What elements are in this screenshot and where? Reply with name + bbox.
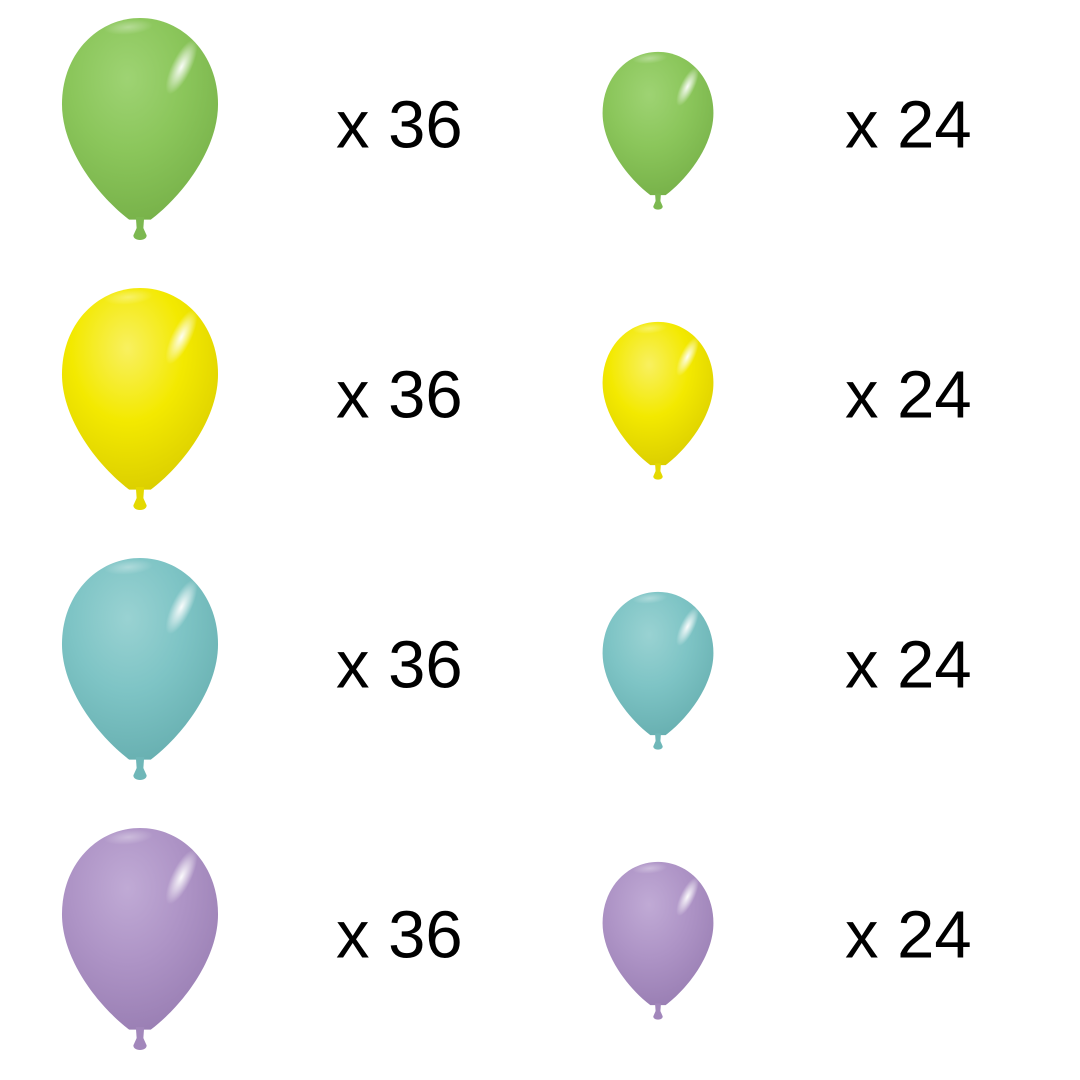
large-count-label: x 36	[336, 897, 463, 973]
yellow-balloon-small	[599, 320, 717, 491]
large-count-label: x 36	[336, 627, 463, 703]
lilac-balloon-large	[57, 825, 223, 1066]
yellow-balloon-large	[57, 285, 223, 526]
aqua-balloon-small	[599, 590, 717, 761]
large-count-label: x 36	[336, 357, 463, 433]
green-balloon-small	[599, 50, 717, 221]
balloon-row-green: x 36 x 24	[0, 0, 1080, 270]
balloon-row-lilac: x 36 x 24	[0, 810, 1080, 1080]
small-count-label: x 24	[845, 357, 972, 433]
balloon-row-aqua: x 36 x 24	[0, 540, 1080, 810]
large-count-label: x 36	[336, 87, 463, 163]
small-count-label: x 24	[845, 87, 972, 163]
small-count-label: x 24	[845, 897, 972, 973]
lilac-balloon-small	[599, 860, 717, 1031]
aqua-balloon-large	[57, 555, 223, 796]
green-balloon-large	[57, 15, 223, 256]
balloon-row-yellow: x 36 x 24	[0, 270, 1080, 540]
small-count-label: x 24	[845, 627, 972, 703]
